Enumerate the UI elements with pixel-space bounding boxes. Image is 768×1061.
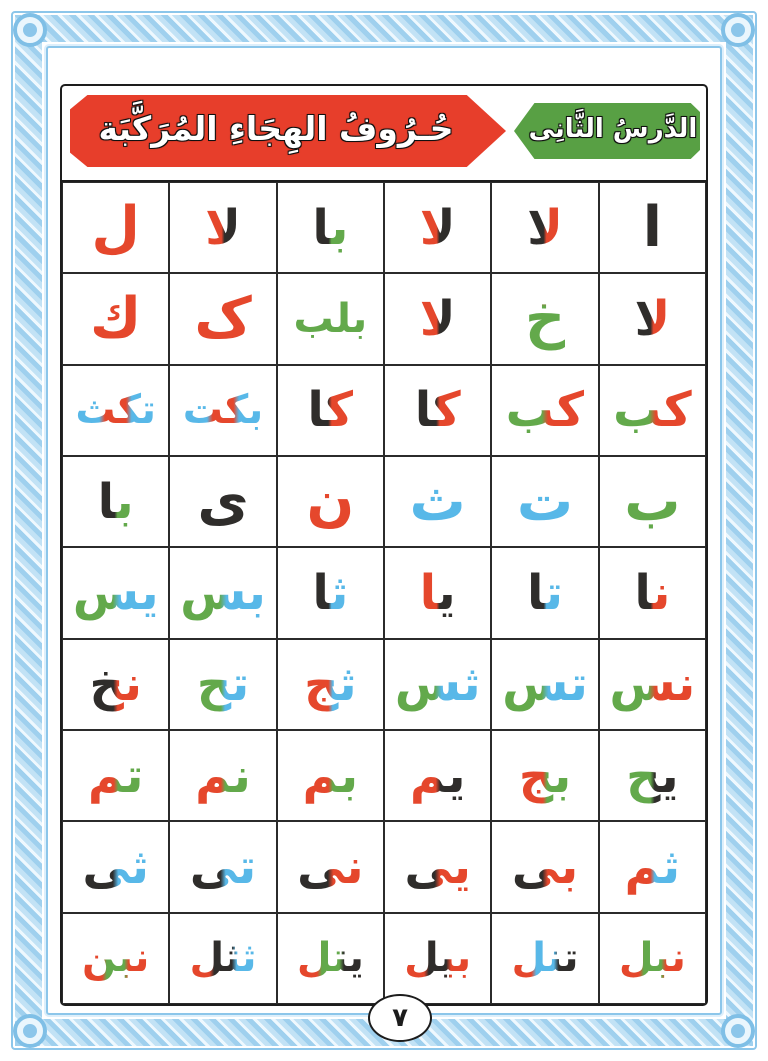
grid-cell-r5-c1: نا (598, 547, 706, 639)
grid-cell-r3-c1: كب (598, 364, 706, 456)
grid-cell-r7-c4: بم (276, 730, 384, 822)
grid-cell-r5-c4: ثا (276, 547, 384, 639)
grid-cell-r1-c1: ا (598, 182, 706, 274)
grid-cell-r4-c4: ن (276, 456, 384, 548)
grid-cell-r8-c5: تى (169, 821, 277, 913)
grid-cell-r6-c4: ثج (276, 638, 384, 730)
grid-cell-r4-c5: ى (169, 456, 277, 548)
border-outer-line (11, 11, 757, 1050)
grid-cell-r4-c1: ب (598, 456, 706, 548)
grid-cell-r3-c3: كا (384, 364, 492, 456)
grid-cell-r2-c6: ك (62, 273, 170, 365)
grid-cell-r7-c2: بج (491, 730, 599, 822)
lesson-header: الدَّرسُ الثَّانِى حُـرُوفُ الهِجَاءِ ال… (62, 86, 706, 180)
grid-cell-r2-c3: لا (384, 273, 492, 365)
grid-cell-r5-c2: تا (491, 547, 599, 639)
corner-ornament-icon (13, 13, 47, 47)
grid-cell-r9-c3: بيل (384, 912, 492, 1004)
grid-cell-r5-c6: يس (62, 547, 170, 639)
grid-cell-r6-c3: ثس (384, 638, 492, 730)
grid-cell-r6-c1: نس (598, 638, 706, 730)
corner-ornament-icon (13, 1014, 47, 1048)
grid-cell-r9-c1: نبل (598, 912, 706, 1004)
grid-cell-r5-c5: بس (169, 547, 277, 639)
grid-cell-r9-c5: ثثل (169, 912, 277, 1004)
lesson-number-banner: الدَّرسُ الثَّانِى (514, 103, 700, 159)
grid-cell-r3-c4: كا (276, 364, 384, 456)
lesson-title-label: حُـرُوفُ الهِجَاءِ المُرَكَّبَة (98, 108, 454, 148)
grid-cell-r2-c2: خ (491, 273, 599, 365)
lesson-number-label: الدَّرسُ الثَّانِى (528, 114, 698, 144)
grid-cell-r8-c3: يى (384, 821, 492, 913)
grid-cell-r9-c2: تنل (491, 912, 599, 1004)
page-number-label: ٧ (392, 1003, 408, 1033)
grid-cell-r3-c2: كب (491, 364, 599, 456)
corner-ornament-icon (721, 13, 755, 47)
grid-cell-r1-c3: لا (384, 182, 492, 274)
grid-cell-r4-c3: ث (384, 456, 492, 548)
grid-cell-r7-c6: تم (62, 730, 170, 822)
grid-cell-r7-c3: يم (384, 730, 492, 822)
grid-cell-r5-c3: يا (384, 547, 492, 639)
grid-cell-r2-c1: لا (598, 273, 706, 365)
grid-cell-r9-c6: نبن (62, 912, 170, 1004)
grid-cell-r4-c2: ت (491, 456, 599, 548)
grid-cell-r6-c2: تس (491, 638, 599, 730)
grid-cell-r8-c1: ثم (598, 821, 706, 913)
grid-cell-r6-c5: تح (169, 638, 277, 730)
grid-cell-r7-c1: يح (598, 730, 706, 822)
corner-ornament-icon (721, 1014, 755, 1048)
lesson-title-banner: حُـرُوفُ الهِجَاءِ المُرَكَّبَة (70, 95, 506, 167)
grid-cell-r1-c4: با (276, 182, 384, 274)
letters-grid: ا لا لا با لا ل لا خ لا بلب ک ك كب كب كا كا بكت تكث ب ت ث ن ى ب… (62, 180, 706, 1004)
grid-cell-r4-c6: با (62, 456, 170, 548)
grid-cell-r1-c6: ل (62, 182, 170, 274)
grid-cell-r2-c5: ک (169, 273, 277, 365)
grid-cell-r8-c4: نى (276, 821, 384, 913)
grid-cell-r9-c4: يتل (276, 912, 384, 1004)
lesson-content-box: الدَّرسُ الثَّانِى حُـرُوفُ الهِجَاءِ ال… (60, 84, 708, 1006)
page-number-badge: ٧ (368, 994, 432, 1042)
grid-cell-r8-c6: ثى (62, 821, 170, 913)
grid-cell-r3-c5: بكت (169, 364, 277, 456)
grid-cell-r1-c5: لا (169, 182, 277, 274)
grid-cell-r3-c6: تكث (62, 364, 170, 456)
grid-cell-r6-c6: نخ (62, 638, 170, 730)
grid-cell-r2-c4: بلب (276, 273, 384, 365)
grid-cell-r8-c2: بى (491, 821, 599, 913)
grid-cell-r7-c5: نم (169, 730, 277, 822)
grid-cell-r1-c2: لا (491, 182, 599, 274)
